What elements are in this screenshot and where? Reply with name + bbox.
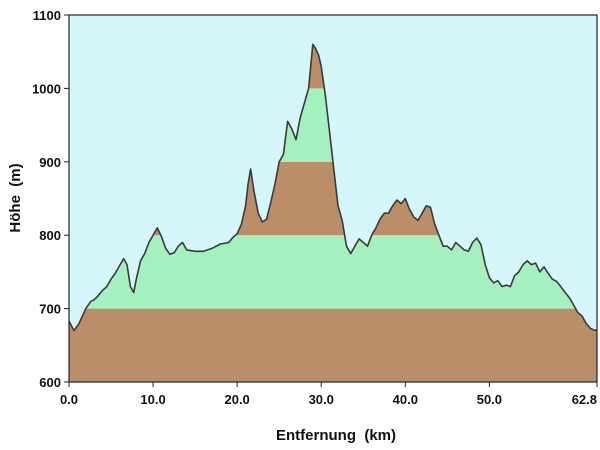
x-tick-label: 62.8 <box>572 392 597 407</box>
x-axis-title: Entfernung (km) <box>276 427 396 444</box>
x-tick-label: 10.0 <box>140 392 165 407</box>
y-tick-label: 1100 <box>33 8 61 23</box>
x-axis: 0.0 10.0 20.0 30.0 40.0 50.0 62.8 <box>60 382 598 407</box>
y-tick-label: 900 <box>39 155 61 170</box>
y-tick-label: 600 <box>39 375 61 390</box>
elevation-band <box>69 308 597 382</box>
elevation-line <box>69 43 597 332</box>
x-tick-label: 0.0 <box>60 392 78 407</box>
y-axis-title: Höhe (m) <box>7 163 24 232</box>
x-tick-label: 20.0 <box>224 392 249 407</box>
plot-frame <box>68 14 598 383</box>
x-tick-label: 50.0 <box>477 392 502 407</box>
x-tick-label: 40.0 <box>393 392 418 407</box>
x-tick-label: 30.0 <box>309 392 334 407</box>
y-tick-label: 1000 <box>32 81 61 96</box>
y-axis: 600 700 800 900 1000 1100 <box>32 8 69 390</box>
y-tick-label: 800 <box>39 228 61 243</box>
y-tick-label: 700 <box>39 302 61 317</box>
